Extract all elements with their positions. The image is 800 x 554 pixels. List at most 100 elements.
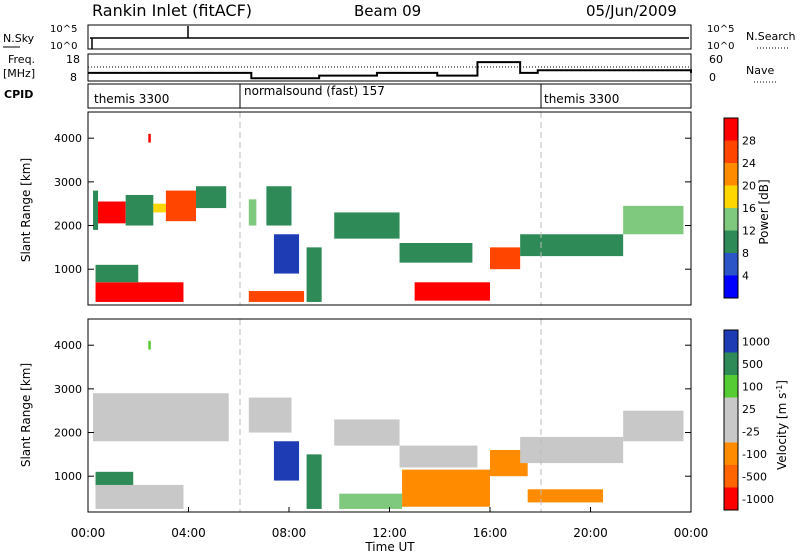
power-cbar-tick-4: 12 [742,225,756,238]
velocity-ytick-label-0: 1000 [54,470,82,483]
freq-right-tick-top: 60 [709,53,723,66]
freq-left-units: [MHz] [3,67,35,80]
power-cell-2 [125,194,154,226]
velocity-yticks: 1000 2000 3000 4000 [54,339,691,483]
velocity-cbar-tick-0: 1000 [742,335,770,348]
velocity-cell-7 [402,469,490,507]
power-cell-0 [95,201,126,224]
power-yticks: 1000 2000 3000 4000 [54,132,691,276]
velocity-cbar-tick-1: 500 [742,358,763,371]
power-cbar-tick-5: 8 [742,247,749,260]
velocity-cell-5 [334,419,400,446]
velocity-cell-9 [520,436,624,464]
velocity-cell-11 [306,454,322,509]
power-cell-9 [266,186,292,226]
power-cell-16 [520,234,624,257]
power-ytick-label-2: 3000 [54,176,82,189]
velocity-cell-6 [399,445,478,468]
power-colorbar: 28 24 20 16 12 8 4 [723,117,756,299]
power-cell-11 [273,234,300,274]
power-cbar-swatch-3 [724,185,738,209]
cpid-mode-1: themis 3300 [94,92,169,106]
velocity-cbar-swatch-6 [724,465,738,488]
x-tick-label-2: 08:00 [272,526,307,540]
velocity-cell-4 [273,441,300,481]
power-cbar-tick-1: 24 [742,157,756,170]
velocity-cell-12 [527,489,604,503]
power-cell-12 [334,212,400,239]
x-tick-label-3: 12:00 [372,526,407,540]
power-colorbar-label: Power [dB] [757,179,771,244]
power-cbar-tick-3: 16 [742,202,756,215]
power-cbar-swatch-4 [724,208,738,231]
velocity-cell-13 [339,493,403,509]
velocity-cbar-tick-4: -25 [742,425,760,438]
power-cell-8 [248,199,257,226]
power-cell-5 [196,186,227,209]
power-cbar-swatch-6 [724,253,738,276]
velocity-cbar-swatch-7 [724,487,738,511]
velocity-cell-10 [623,410,684,442]
power-cbar-tick-0: 28 [742,135,756,148]
noise-left-tick-top: 10^5 [50,24,77,35]
power-cbar-frame [723,117,739,299]
velocity-colorbar-label: Velocity [m s-1] [775,380,789,470]
velocity-cbar-tick-3: 25 [742,403,756,416]
power-cell-14 [414,282,490,301]
x-tick-label-0: 00:00 [71,526,106,540]
noise-right-tick-top: 10^5 [707,24,734,35]
x-tick-label-1: 04:00 [171,526,206,540]
power-cell-7 [95,264,139,283]
noise-left-tick-bottom: 10^0 [50,41,77,52]
station-title: Rankin Inlet (fitACF) [92,1,252,20]
velocity-cbar-tick-5: -100 [742,448,767,461]
power-cbar-swatch-2 [724,163,738,186]
velocity-cbar-frame [723,329,739,511]
power-cbar-swatch-5 [724,230,738,254]
power-cell-19 [148,133,151,143]
power-cell-3 [153,203,166,213]
velocity-cbar-swatch-0 [724,330,738,353]
power-cell-13 [399,242,473,263]
velocity-cbar-tick-7: -1000 [742,493,774,506]
x-tick-label-4: 16:00 [473,526,508,540]
power-cell-17 [623,205,684,235]
power-heatmap [87,111,692,306]
freq-right-tick-bottom: 0 [709,71,716,84]
power-cell-6 [95,282,184,302]
power-ylabel: Slant Range [km] [19,158,33,262]
velocity-cells [93,340,684,509]
frequency-trace [88,61,692,80]
x-tick-label-5: 20:00 [573,526,608,540]
power-cell-4 [165,190,197,222]
x-axis-label: Time UT [364,540,415,554]
freq-left-tick-top: 18 [66,53,80,66]
velocity-cbar-swatch-3 [724,397,738,421]
power-panel-frame [87,111,692,306]
velocity-cbar-swatch-1 [724,352,738,376]
power-cbar-tick-6: 4 [742,270,749,283]
velocity-cell-0 [93,393,229,442]
velocity-colorbar: 1000 500 100 25 -25 -100 -500 -1000 [723,329,774,511]
cpid-label: CPID [4,88,33,101]
power-ytick-label-0: 1000 [54,263,82,276]
velocity-cbar-tick-6: -500 [742,470,767,483]
velocity-cell-3 [248,397,292,433]
freq-right-label: Nave [746,64,774,77]
velocity-colorbar-label-end: ] [775,380,789,385]
x-axis-ticks: 00:00 04:00 08:00 12:00 16:00 20:00 00:00 [71,507,709,540]
velocity-colorbar-label-sup: -1 [775,385,784,393]
noise-right-label: N.Search [746,30,796,43]
velocity-ylabel: Slant Range [km] [19,363,33,467]
x-tick-label-6: 00:00 [674,526,709,540]
power-cbar-tick-2: 20 [742,180,756,193]
velocity-colorbar-label-main: Velocity [m s [775,393,789,470]
date-title: 05/Jun/2009 [586,2,677,20]
freq-left-tick-bottom: 8 [70,71,77,84]
noise-panel-frame [87,24,692,50]
velocity-cell-2 [95,484,184,509]
freq-left-label: Freq. [8,53,35,66]
noise-right-tick-bottom: 10^0 [707,41,734,52]
velocity-ytick-label-2: 3000 [54,383,82,396]
power-cell-15 [490,247,521,270]
